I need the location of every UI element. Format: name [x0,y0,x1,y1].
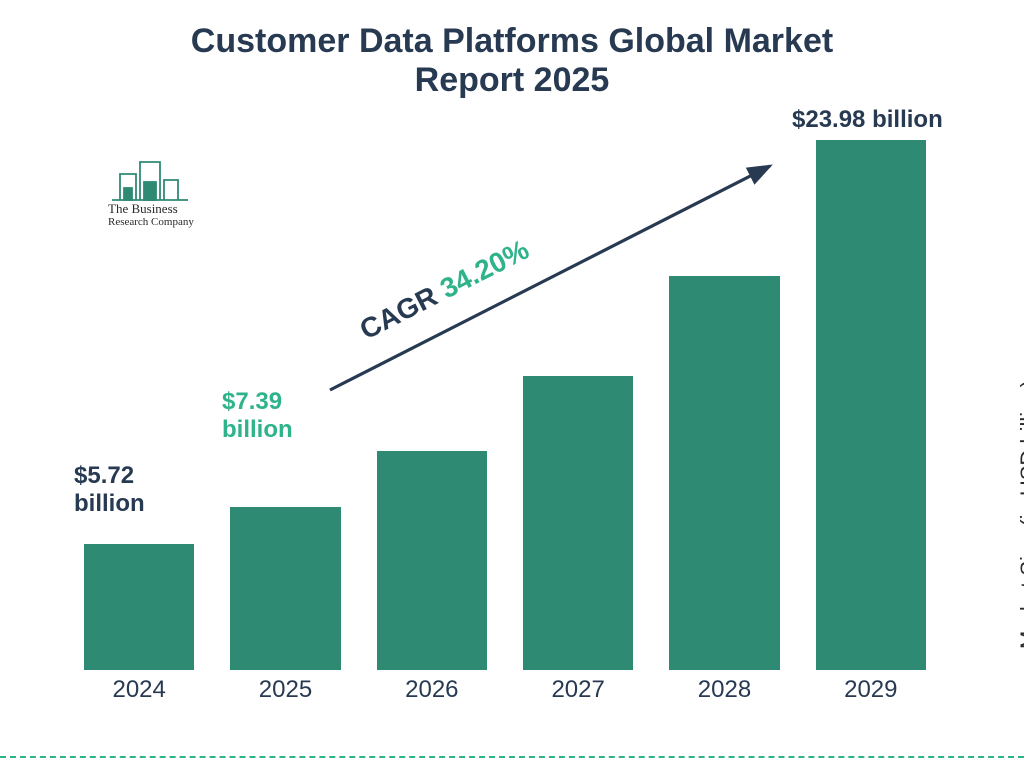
dashed-divider [0,756,1024,758]
trend-arrow [0,0,1024,768]
chart-page: Customer Data Platforms Global Market Re… [0,0,1024,768]
y-axis-label: Market Size (in USD billion) [1016,380,1024,649]
